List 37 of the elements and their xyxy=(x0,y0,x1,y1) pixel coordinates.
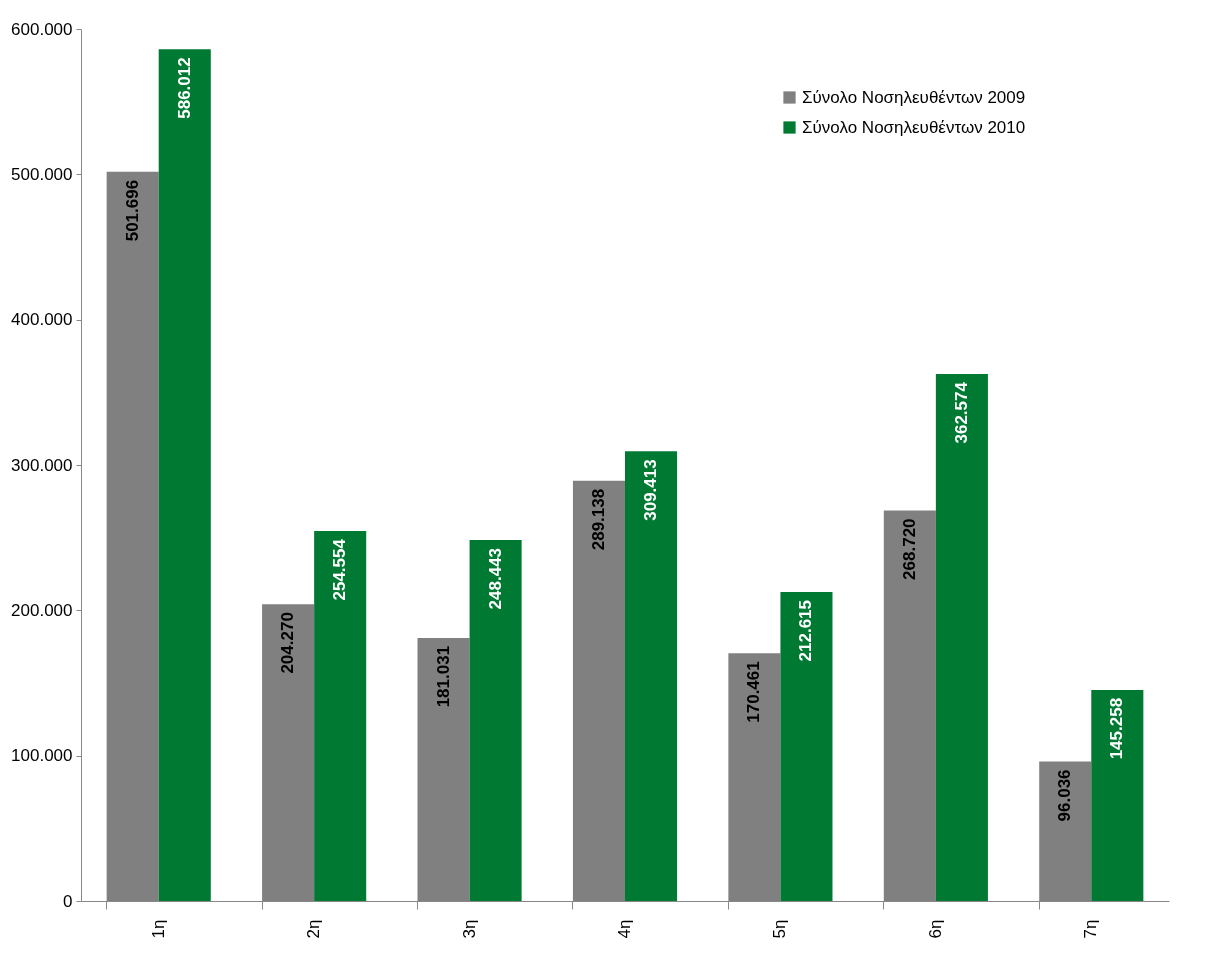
data-label: 212.615 xyxy=(796,600,816,662)
y-tick-label: 0 xyxy=(63,891,73,911)
legend-label: Σύνολο Νοσηλευθέντων 2009 xyxy=(802,87,1026,107)
bar xyxy=(1091,689,1144,901)
data-label: 181.031 xyxy=(433,645,453,708)
bar xyxy=(625,451,678,901)
y-tick-label: 400.000 xyxy=(11,310,73,330)
legend-label: Σύνολο Νοσηλευθέντων 2010 xyxy=(802,117,1026,137)
data-label: 268.720 xyxy=(899,518,919,580)
data-label: 248.443 xyxy=(485,547,505,610)
y-tick-label: 500.000 xyxy=(11,164,73,184)
data-label: 289.138 xyxy=(588,488,608,551)
y-tick-label: 600.000 xyxy=(11,19,73,39)
data-label: 254.554 xyxy=(330,538,350,601)
y-tick-label: 200.000 xyxy=(11,600,73,620)
x-tick-label: 6η xyxy=(925,919,945,939)
bar xyxy=(314,531,367,901)
data-label: 170.461 xyxy=(744,661,764,723)
y-tick-label: 100.000 xyxy=(11,746,73,766)
data-label: 501.696 xyxy=(122,179,142,242)
data-label: 204.270 xyxy=(278,612,298,674)
data-label: 586.012 xyxy=(174,57,194,119)
data-label: 362.574 xyxy=(951,381,971,444)
x-tick-label: 4η xyxy=(615,919,634,939)
x-tick-label: 5η xyxy=(770,919,790,939)
data-label: 309.413 xyxy=(641,459,661,521)
y-tick-label: 300.000 xyxy=(11,455,73,475)
x-tick-label: 3η xyxy=(459,919,479,939)
data-label: 145.258 xyxy=(1107,697,1127,760)
x-tick-label: 7η xyxy=(1081,919,1101,939)
bar xyxy=(469,539,522,901)
data-label: 96.036 xyxy=(1055,769,1075,822)
bar xyxy=(158,49,211,901)
x-tick-label: 2η xyxy=(304,919,324,939)
bar xyxy=(780,592,833,901)
bar xyxy=(935,374,988,901)
x-tick-label: 1η xyxy=(148,919,168,939)
